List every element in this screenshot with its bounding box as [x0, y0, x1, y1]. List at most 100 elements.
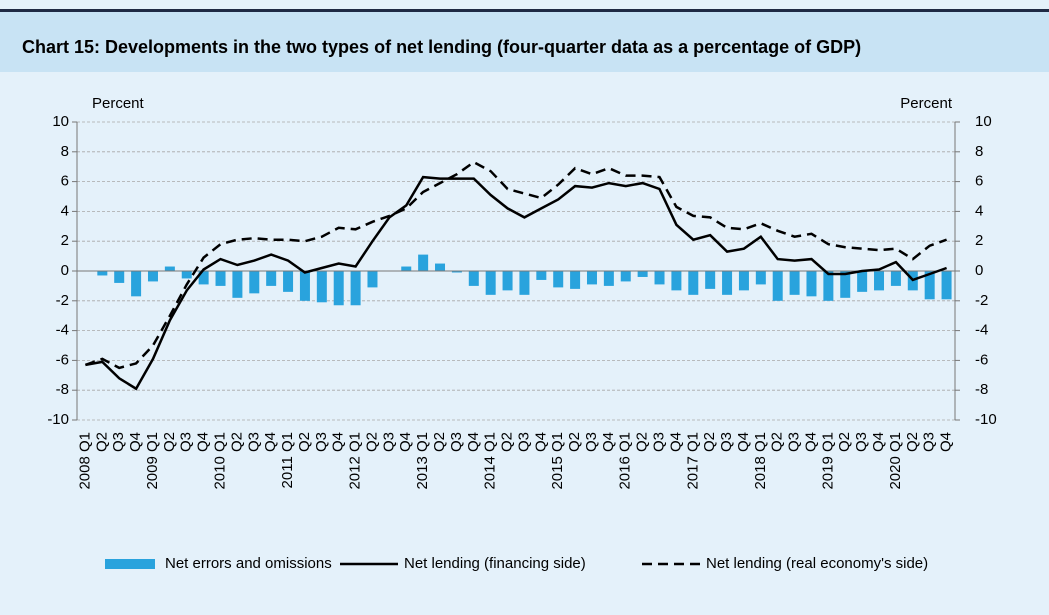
x-tick-label: Q2 [566, 432, 583, 452]
x-tick-label: Q4 [667, 432, 684, 452]
x-tick-label: 2017 Q1 [684, 432, 701, 490]
y2-tick-label: -10 [975, 411, 997, 428]
x-tick-label: Q4 [938, 432, 955, 452]
bar [333, 271, 344, 306]
bar [299, 271, 310, 301]
x-tick-label: Q3 [110, 432, 127, 452]
x-tick-label: Q4 [330, 432, 347, 452]
bar [181, 271, 192, 279]
bar [654, 271, 665, 285]
x-tick-label: Q2 [499, 432, 516, 452]
x-tick-label: Q4 [870, 432, 887, 452]
bar [114, 271, 125, 283]
bar [890, 271, 901, 286]
y-tick-label: -2 [56, 292, 69, 309]
bar [806, 271, 817, 297]
x-tick-label: Q3 [245, 432, 262, 452]
legend-label: Net errors and omissions [165, 555, 332, 572]
bar [451, 271, 462, 273]
x-tick-label: 2020 Q1 [887, 432, 904, 490]
x-tick-label: 2010 Q1 [211, 432, 228, 490]
x-tick-label: Q2 [363, 432, 380, 452]
bar [553, 271, 564, 288]
bar [722, 271, 733, 295]
bar [603, 271, 614, 286]
x-tick-label: 2014 Q1 [482, 432, 499, 490]
x-tick-label: Q4 [262, 432, 279, 452]
bar [435, 263, 446, 271]
bar [97, 271, 108, 276]
y2-tick-label: 0 [975, 262, 983, 279]
x-tick-label: 2019 Q1 [819, 432, 836, 490]
x-tick-label: Q3 [718, 432, 735, 452]
y2-tick-label: -4 [975, 322, 988, 339]
top-rule [0, 9, 1049, 12]
bar [232, 271, 243, 298]
bar [789, 271, 800, 295]
y2-tick-label: 2 [975, 232, 983, 249]
bar [131, 271, 142, 297]
line [85, 175, 948, 391]
x-tick-label: Q4 [195, 432, 212, 452]
bar [941, 271, 952, 300]
y-tick-label: -4 [56, 322, 69, 339]
bar [350, 271, 361, 306]
x-tick-label: 2018 Q1 [752, 432, 769, 490]
bar [857, 271, 868, 292]
bar [620, 271, 631, 282]
bar [536, 271, 547, 280]
x-tick-label: Q4 [735, 432, 752, 452]
x-tick-label: 2016 Q1 [617, 432, 634, 490]
y2-tick-label: 6 [975, 173, 983, 190]
x-tick-label: Q2 [93, 432, 110, 452]
x-tick-label: Q2 [769, 432, 786, 452]
bar [266, 271, 277, 286]
title-band [0, 12, 1049, 72]
bar [519, 271, 530, 295]
legend-label: Net lending (financing side) [404, 555, 586, 572]
y-tick-label: -6 [56, 351, 69, 368]
y-tick-label: 2 [61, 232, 69, 249]
bar [198, 271, 209, 285]
bar [316, 271, 327, 303]
y-tick-label: -10 [47, 411, 69, 428]
bar [249, 271, 260, 294]
bar [840, 271, 851, 298]
x-tick-label: Q4 [465, 432, 482, 452]
x-tick-label: Q2 [431, 432, 448, 452]
x-tick-label: Q3 [515, 432, 532, 452]
x-tick-label: Q3 [380, 432, 397, 452]
bar [418, 254, 429, 271]
x-tick-label: 2011 Q1 [279, 432, 296, 488]
x-tick-label: Q2 [836, 432, 853, 452]
y-tick-label: 0 [61, 262, 69, 279]
x-tick-label: Q3 [178, 432, 195, 452]
x-tick-label: Q3 [853, 432, 870, 452]
x-tick-label: Q4 [802, 432, 819, 452]
bar [755, 271, 766, 285]
bar [688, 271, 699, 295]
bar [468, 271, 479, 286]
bar [705, 271, 716, 289]
bar [738, 271, 749, 291]
x-tick-label: Q3 [313, 432, 330, 452]
x-tick-label: Q2 [296, 432, 313, 452]
x-tick-label: 2013 Q1 [414, 432, 431, 490]
y2-tick-label: -2 [975, 292, 988, 309]
bar [164, 266, 175, 271]
bar [823, 271, 834, 301]
y-tick-label: -8 [56, 381, 69, 398]
x-tick-label: Q4 [600, 432, 617, 452]
legend-label: Net lending (real economy's side) [706, 555, 928, 572]
legend-swatch [105, 559, 155, 569]
y2-tick-label: -8 [975, 381, 988, 398]
y-axis-label: Percent [92, 95, 145, 112]
bar [485, 271, 496, 295]
x-tick-label: 2015 Q1 [549, 432, 566, 490]
bar [637, 271, 648, 277]
x-tick-label: Q2 [634, 432, 651, 452]
chart-title: Chart 15: Developments in the two types … [22, 37, 861, 57]
bar [586, 271, 597, 285]
x-tick-label: Q2 [161, 432, 178, 452]
